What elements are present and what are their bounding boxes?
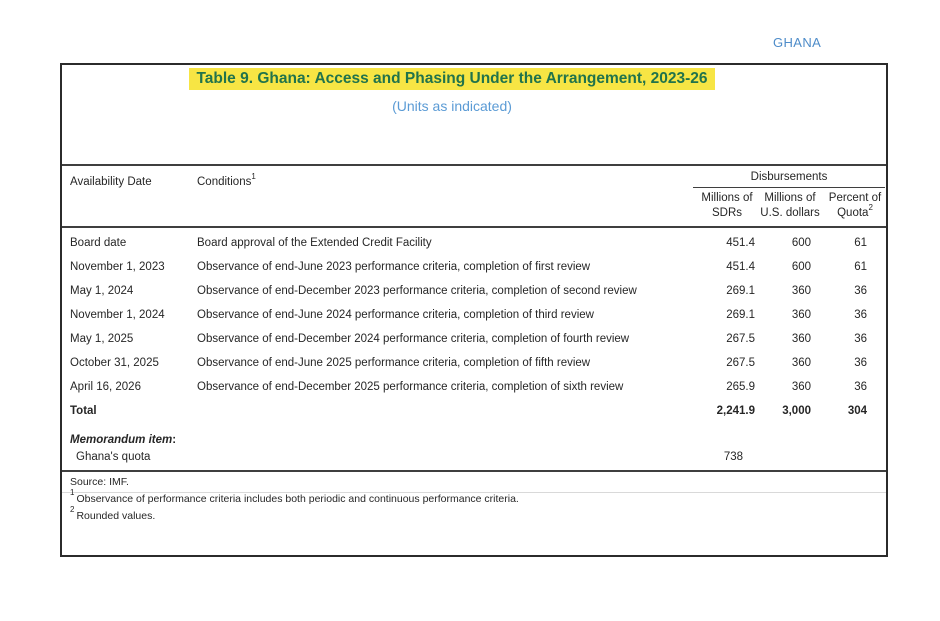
cell-percent-quota: 36	[854, 309, 867, 321]
col-header-millions-sdrs: Millions of SDRs	[687, 191, 767, 221]
cell-condition: Observance of end-June 2024 performance …	[197, 309, 594, 321]
col-group-disbursements: Disbursements	[750, 171, 828, 183]
cell-millions-sdrs: 269.1	[726, 285, 755, 297]
col-header-quota-line1: Percent of	[828, 192, 882, 204]
cell-availability-date: April 16, 2026	[70, 381, 141, 393]
conditions-footnote-marker: 1	[251, 172, 256, 182]
table-row: Board date Board approval of the Extended…	[70, 231, 867, 255]
cell-percent-quota: 61	[854, 261, 867, 273]
table-row: November 1, 2023 Observance of end-June 2…	[70, 255, 867, 279]
cell-millions-usd: 360	[791, 381, 811, 393]
col-header-conditions-label: Conditions	[197, 176, 252, 188]
quota-footnote-marker: 2	[868, 203, 873, 213]
cell-millions-sdrs: 451.4	[726, 261, 755, 273]
cell-percent-quota: 36	[854, 381, 867, 393]
footnote-1-marker: 1	[70, 487, 75, 497]
cell-condition: Observance of end-December 2023 performa…	[197, 285, 637, 297]
memorandum-item-value: 738	[723, 451, 743, 463]
table-title-wrap: Table 9. Ghana: Access and Phasing Under…	[62, 68, 842, 90]
table-bottom-rule	[62, 470, 886, 472]
col-header-sdr-line2: SDRs	[711, 207, 743, 219]
cell-millions-usd: 360	[791, 285, 811, 297]
cell-availability-date: October 31, 2025	[70, 357, 159, 369]
memorandum-heading-colon: :	[172, 434, 177, 446]
cell-percent-quota: 36	[854, 333, 867, 345]
col-header-sdr-line1: Millions of	[701, 192, 753, 204]
cell-millions-sdrs: 267.5	[726, 357, 755, 369]
col-header-usd-line2: U.S. dollars	[760, 207, 820, 219]
cell-percent-quota: 304	[847, 405, 867, 417]
memorandum-heading-label: Memorandum item	[70, 434, 173, 446]
col-header-millions-usd: Millions of U.S. dollars	[750, 191, 830, 221]
footnote-2-marker: 2	[70, 504, 75, 514]
table-row: Total 2,241.9 3,000 304	[70, 399, 867, 423]
cell-availability-date: Total	[70, 405, 97, 417]
cell-millions-usd: 360	[791, 333, 811, 345]
cell-millions-usd: 600	[791, 237, 811, 249]
footnote-1: 1Observance of performance criteria incl…	[70, 488, 519, 505]
cell-percent-quota: 36	[854, 285, 867, 297]
table-subtitle: (Units as indicated)	[392, 98, 512, 114]
cell-millions-usd: 600	[791, 261, 811, 273]
cell-availability-date: Board date	[70, 237, 127, 249]
footnote-1-text: Observance of performance criteria inclu…	[76, 493, 519, 505]
cell-condition: Observance of end-December 2024 performa…	[197, 333, 630, 345]
col-header-conditions: Conditions1	[197, 173, 256, 188]
col-header-usd-line1: Millions of	[764, 192, 816, 204]
source-separator-rule	[62, 492, 886, 493]
memorandum-item-label: Ghana's quota	[76, 451, 151, 463]
table-box: Table 9. Ghana: Access and Phasing Under…	[60, 63, 888, 557]
data-table: Board date Board approval of the Extended…	[70, 231, 867, 423]
cell-millions-usd: 360	[791, 357, 811, 369]
memorandum-heading: Memorandum item:	[70, 434, 176, 446]
source-note: Source: IMF.	[70, 476, 129, 488]
header-bottom-rule	[62, 226, 886, 228]
cell-condition: Board approval of the Extended Credit Fa…	[197, 237, 432, 249]
cell-availability-date: May 1, 2025	[70, 333, 134, 345]
table-row: May 1, 2024 Observance of end-December 20…	[70, 279, 867, 303]
col-header-percent-quota: Percent of Quota2	[815, 191, 895, 221]
country-header: GHANA	[773, 35, 822, 50]
footnote-2-text: Rounded values.	[76, 510, 156, 522]
cell-availability-date: May 1, 2024	[70, 285, 134, 297]
table-row: October 31, 2025 Observance of end-June 2…	[70, 351, 867, 375]
header-top-rule	[62, 164, 886, 166]
table-title: Table 9. Ghana: Access and Phasing Under…	[189, 68, 715, 90]
cell-condition: Observance of end-December 2025 performa…	[197, 381, 624, 393]
table-row: April 16, 2026 Observance of end-December…	[70, 375, 867, 399]
cell-condition	[197, 399, 693, 423]
table-row: May 1, 2025 Observance of end-December 20…	[70, 327, 867, 351]
cell-millions-sdrs: 269.1	[726, 309, 755, 321]
cell-millions-sdrs: 2,241.9	[716, 405, 755, 417]
cell-millions-sdrs: 265.9	[726, 381, 755, 393]
cell-millions-sdrs: 267.5	[726, 333, 755, 345]
disbursements-underline	[693, 187, 885, 188]
cell-millions-usd: 3,000	[782, 405, 811, 417]
table-body: Board date Board approval of the Extended…	[70, 231, 867, 423]
cell-percent-quota: 36	[854, 357, 867, 369]
cell-availability-date: November 1, 2023	[70, 261, 165, 273]
cell-condition: Observance of end-June 2025 performance …	[197, 357, 591, 369]
col-header-quota-line2: Quota	[837, 207, 869, 219]
cell-millions-sdrs: 451.4	[726, 237, 755, 249]
cell-percent-quota: 61	[854, 237, 867, 249]
col-header-availability-date: Availability Date	[70, 176, 152, 188]
cell-millions-usd: 360	[791, 309, 811, 321]
cell-availability-date: November 1, 2024	[70, 309, 165, 321]
footnote-2: 2Rounded values.	[70, 505, 156, 522]
table-row: November 1, 2024 Observance of end-June 2…	[70, 303, 867, 327]
cell-condition: Observance of end-June 2023 performance …	[197, 261, 591, 273]
